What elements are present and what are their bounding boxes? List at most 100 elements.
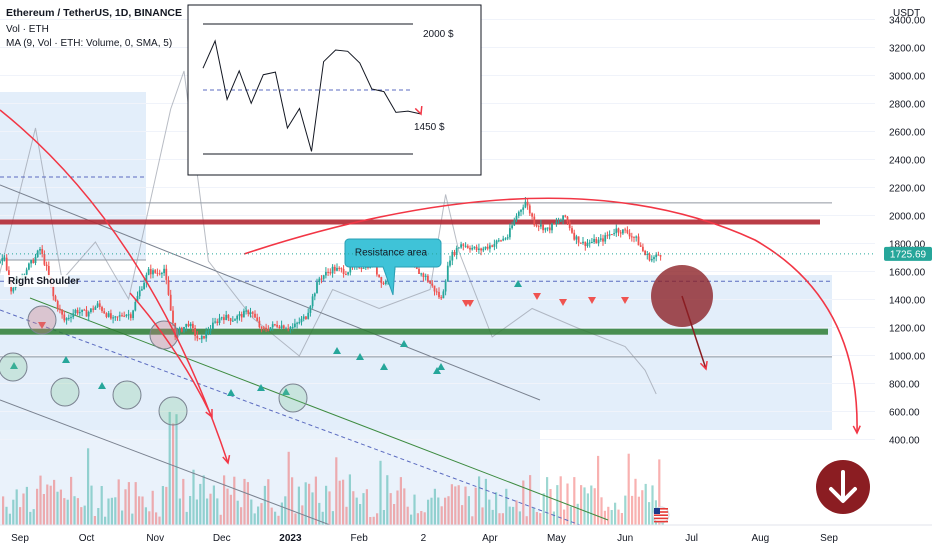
candle-body [469, 247, 471, 250]
volume-bar [372, 516, 375, 525]
candle-body [586, 242, 589, 246]
volume-bar [243, 478, 246, 525]
candle-body [637, 236, 640, 246]
volume-bar [284, 496, 287, 525]
candle-body [265, 327, 267, 330]
buy-triangle [62, 356, 70, 363]
candle-body [236, 315, 239, 320]
price-tick-label: 2800.00 [889, 100, 926, 111]
buy-triangle [10, 362, 18, 369]
volume-bar [399, 477, 402, 525]
volume-bar [549, 489, 552, 525]
candle-body [557, 221, 560, 223]
flag-stripe [654, 511, 668, 513]
candle-body [613, 233, 615, 235]
volume-bar [325, 485, 328, 525]
candle-body [200, 335, 203, 340]
candle-body [378, 274, 380, 277]
candle-body [203, 335, 205, 339]
candle-body [653, 257, 655, 260]
volume-bar [107, 498, 110, 525]
volume-bar [22, 493, 25, 525]
candle-body [291, 326, 294, 328]
volume-bar [529, 475, 532, 525]
volume-bar [410, 514, 413, 525]
buy-triangle [282, 388, 290, 395]
candle-body [522, 207, 525, 210]
volume-bar [270, 507, 273, 525]
candle-body [240, 314, 243, 318]
candle-body [156, 272, 159, 274]
volume-bar [314, 476, 317, 525]
candle-body [475, 246, 478, 250]
volume-bar [274, 511, 277, 525]
volume-bar [15, 489, 18, 525]
symbol-title[interactable]: Ethereum / TetherUS, 1D, BINANCE [6, 7, 183, 19]
candle-body [5, 257, 8, 271]
candle-body [338, 267, 341, 269]
volume-bar [590, 485, 593, 525]
candle-body [260, 327, 263, 329]
volume-bar [359, 504, 362, 525]
candle-body [509, 228, 511, 238]
candle-body [269, 327, 272, 331]
candle-body [183, 327, 185, 332]
neckline-trend [29, 297, 609, 521]
candle-body [152, 270, 154, 275]
volume-bar [522, 480, 525, 525]
candle-body [143, 282, 145, 290]
price-tick-label: 3200.00 [889, 44, 926, 55]
volume-bar [515, 500, 518, 525]
time-tick-label: Nov [146, 533, 164, 544]
candle-body [185, 323, 188, 327]
candle-body [444, 281, 447, 292]
candle-body [535, 225, 538, 227]
sell-triangle [533, 293, 541, 300]
mid-down-arrow [129, 292, 213, 418]
volume-bar [5, 506, 8, 525]
volume-legend[interactable]: Vol · ETH [6, 24, 49, 35]
candle-body [267, 329, 270, 331]
volume-bar [39, 475, 42, 525]
candle-body [251, 312, 254, 314]
candle-body [458, 247, 460, 249]
volume-bar [498, 513, 501, 525]
candle-body [548, 227, 551, 231]
candle-body [54, 296, 57, 301]
volume-bar [389, 493, 392, 525]
volume-bar [240, 507, 243, 525]
candle-body [194, 328, 196, 336]
candle-body [220, 317, 223, 319]
volume-bar [648, 502, 651, 525]
volume-bar [447, 496, 450, 525]
candle-body [480, 248, 482, 251]
candle-body [504, 238, 507, 240]
candle-body [0, 261, 1, 264]
candle-body [74, 309, 77, 314]
volume-bar [233, 476, 236, 525]
left-range-box [0, 92, 146, 260]
volume-bar [158, 516, 161, 525]
candle-body [67, 317, 70, 319]
candle-body [553, 223, 556, 225]
volume-bar [651, 485, 654, 525]
volume-bar [393, 504, 396, 525]
ma-legend[interactable]: MA (9, Vol · ETH: Volume, 0, SMA, 5) [6, 38, 173, 49]
volume-bar [454, 486, 457, 525]
candle-body [87, 312, 90, 317]
touch-circle [0, 352, 28, 382]
candle-body [422, 273, 425, 277]
volume-bar [348, 474, 351, 525]
inset-frame [187, 4, 482, 176]
volume-bar [76, 498, 79, 525]
candle-body [424, 275, 427, 277]
time-tick-label: Jun [617, 533, 633, 544]
time-tick-label: Oct [79, 533, 95, 544]
target-arrow-head [699, 360, 708, 371]
volume-bar [32, 509, 35, 525]
candle-body [238, 314, 241, 316]
price-axis-currency: USDT [893, 8, 920, 19]
volume-bar [206, 498, 209, 525]
volume-bar [49, 485, 52, 525]
